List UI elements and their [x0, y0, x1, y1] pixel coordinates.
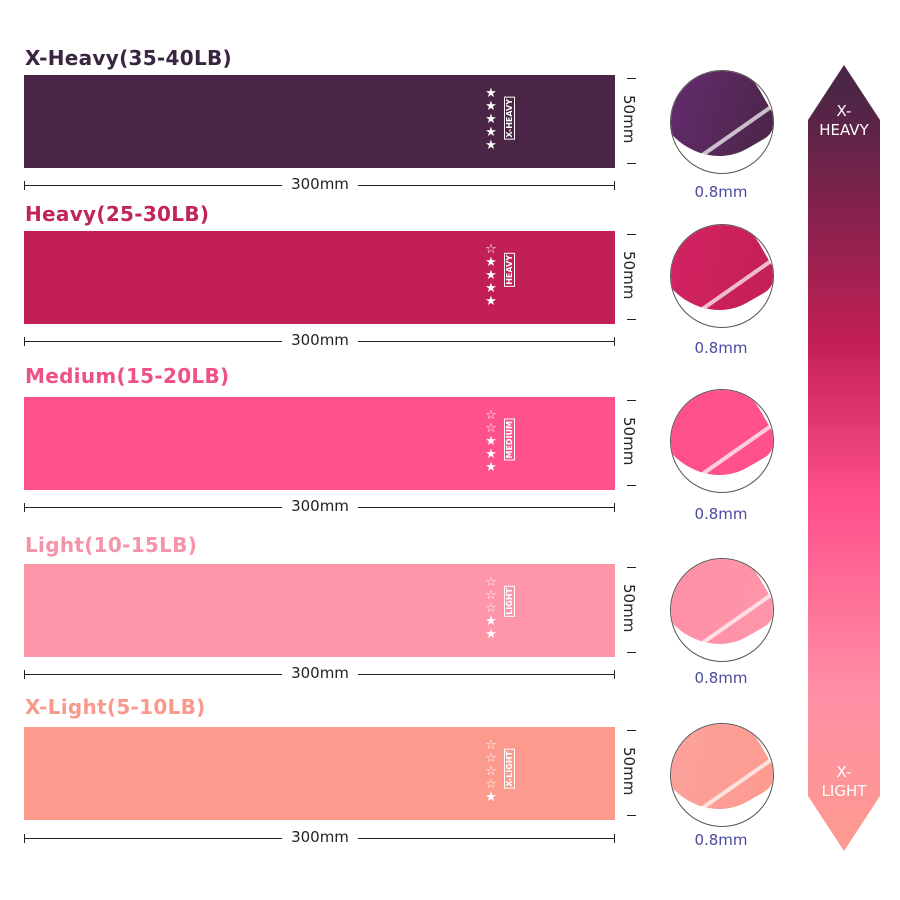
resistance-band: ☆ ☆ ☆ ★ ★ LIGHT [24, 564, 615, 657]
width-label: 50mm [620, 584, 638, 633]
band-closeup-image [670, 723, 774, 827]
star-filled-icon: ★ [485, 125, 497, 140]
thickness-label: 0.8mm [694, 669, 748, 687]
intensity-scale-arrow [808, 65, 880, 851]
dimension-tick [627, 163, 636, 164]
star-filled-icon: ★ [485, 460, 497, 475]
band-fold [671, 71, 773, 173]
star-filled-icon: ★ [485, 434, 497, 449]
length-label: 300mm [282, 828, 358, 846]
length-label: 300mm [282, 175, 358, 193]
star-empty-icon: ☆ [485, 421, 497, 436]
star-filled-icon: ★ [485, 790, 497, 805]
band-level-tag: HEAVY [504, 253, 515, 287]
dimension-tick [627, 400, 636, 401]
thickness-label: 0.8mm [694, 339, 748, 357]
star-empty-icon: ☆ [485, 588, 497, 603]
star-rating: ☆ ☆ ☆ ☆ ★ [484, 739, 498, 804]
band-level-tag: LIGHT [504, 586, 515, 617]
star-filled-icon: ★ [485, 294, 497, 309]
length-label: 300mm [282, 497, 358, 515]
band-level-tag: X-HEAVY [504, 97, 515, 140]
star-empty-icon: ☆ [485, 751, 497, 766]
band-title: X-Light(5-10LB) [25, 695, 206, 719]
dimension-tick [627, 234, 636, 235]
star-filled-icon: ★ [485, 614, 497, 629]
width-dimension: 50mm [620, 231, 644, 324]
band-level-tag: MEDIUM [504, 419, 515, 461]
resistance-band: ☆ ☆ ★ ★ ★ MEDIUM [24, 397, 615, 490]
star-filled-icon: ★ [485, 447, 497, 462]
width-label: 50mm [620, 251, 638, 300]
width-dimension: 50mm [620, 75, 644, 168]
star-empty-icon: ☆ [485, 777, 497, 792]
width-dimension: 50mm [620, 727, 644, 820]
star-empty-icon: ☆ [485, 601, 497, 616]
band-closeup-image [670, 224, 774, 328]
resistance-band: ☆ ★ ★ ★ ★ HEAVY [24, 231, 615, 324]
band-title: Medium(15-20LB) [25, 364, 230, 388]
thickness-label: 0.8mm [694, 505, 748, 523]
scale-top-label: X- HEAVY [819, 102, 869, 139]
dimension-tick [627, 78, 636, 79]
star-filled-icon: ★ [485, 255, 497, 270]
length-label: 300mm [282, 664, 358, 682]
star-filled-icon: ★ [485, 138, 497, 153]
length-label: 300mm [282, 331, 358, 349]
star-filled-icon: ★ [485, 112, 497, 127]
width-label: 50mm [620, 747, 638, 796]
dimension-tick [627, 815, 636, 816]
thickness-label: 0.8mm [694, 831, 748, 849]
dimension-tick [627, 730, 636, 731]
star-rating: ☆ ★ ★ ★ ★ [484, 243, 498, 308]
band-fold [671, 724, 773, 826]
star-rating: ☆ ☆ ★ ★ ★ [484, 409, 498, 474]
star-empty-icon: ☆ [485, 764, 497, 779]
band-title: Light(10-15LB) [25, 533, 198, 557]
dimension-tick [627, 319, 636, 320]
star-empty-icon: ☆ [485, 738, 497, 753]
scale-bottom-label: X- LIGHT [821, 763, 867, 800]
star-empty-icon: ☆ [485, 242, 497, 257]
resistance-band: ★ ★ ★ ★ ★ X-HEAVY [24, 75, 615, 168]
star-rating: ★ ★ ★ ★ ★ [484, 87, 498, 152]
star-empty-icon: ☆ [485, 575, 497, 590]
band-level-tag: X-LIGHT [504, 749, 515, 789]
width-dimension: 50mm [620, 564, 644, 657]
star-filled-icon: ★ [485, 281, 497, 296]
star-filled-icon: ★ [485, 268, 497, 283]
width-dimension: 50mm [620, 397, 644, 490]
dimension-tick [627, 485, 636, 486]
band-title: Heavy(25-30LB) [25, 202, 210, 226]
band-title: X-Heavy(35-40LB) [25, 46, 232, 70]
band-closeup-image [670, 389, 774, 493]
band-fold [671, 390, 773, 492]
width-label: 50mm [620, 417, 638, 466]
band-fold [671, 225, 773, 327]
star-empty-icon: ☆ [485, 408, 497, 423]
star-filled-icon: ★ [485, 86, 497, 101]
resistance-band: ☆ ☆ ☆ ☆ ★ X-LIGHT [24, 727, 615, 820]
star-filled-icon: ★ [485, 99, 497, 114]
dimension-tick [627, 652, 636, 653]
star-filled-icon: ★ [485, 627, 497, 642]
width-label: 50mm [620, 95, 638, 144]
band-closeup-image [670, 70, 774, 174]
star-rating: ☆ ☆ ☆ ★ ★ [484, 576, 498, 641]
band-fold [671, 559, 773, 661]
dimension-tick [627, 567, 636, 568]
thickness-label: 0.8mm [694, 183, 748, 201]
band-closeup-image [670, 558, 774, 662]
